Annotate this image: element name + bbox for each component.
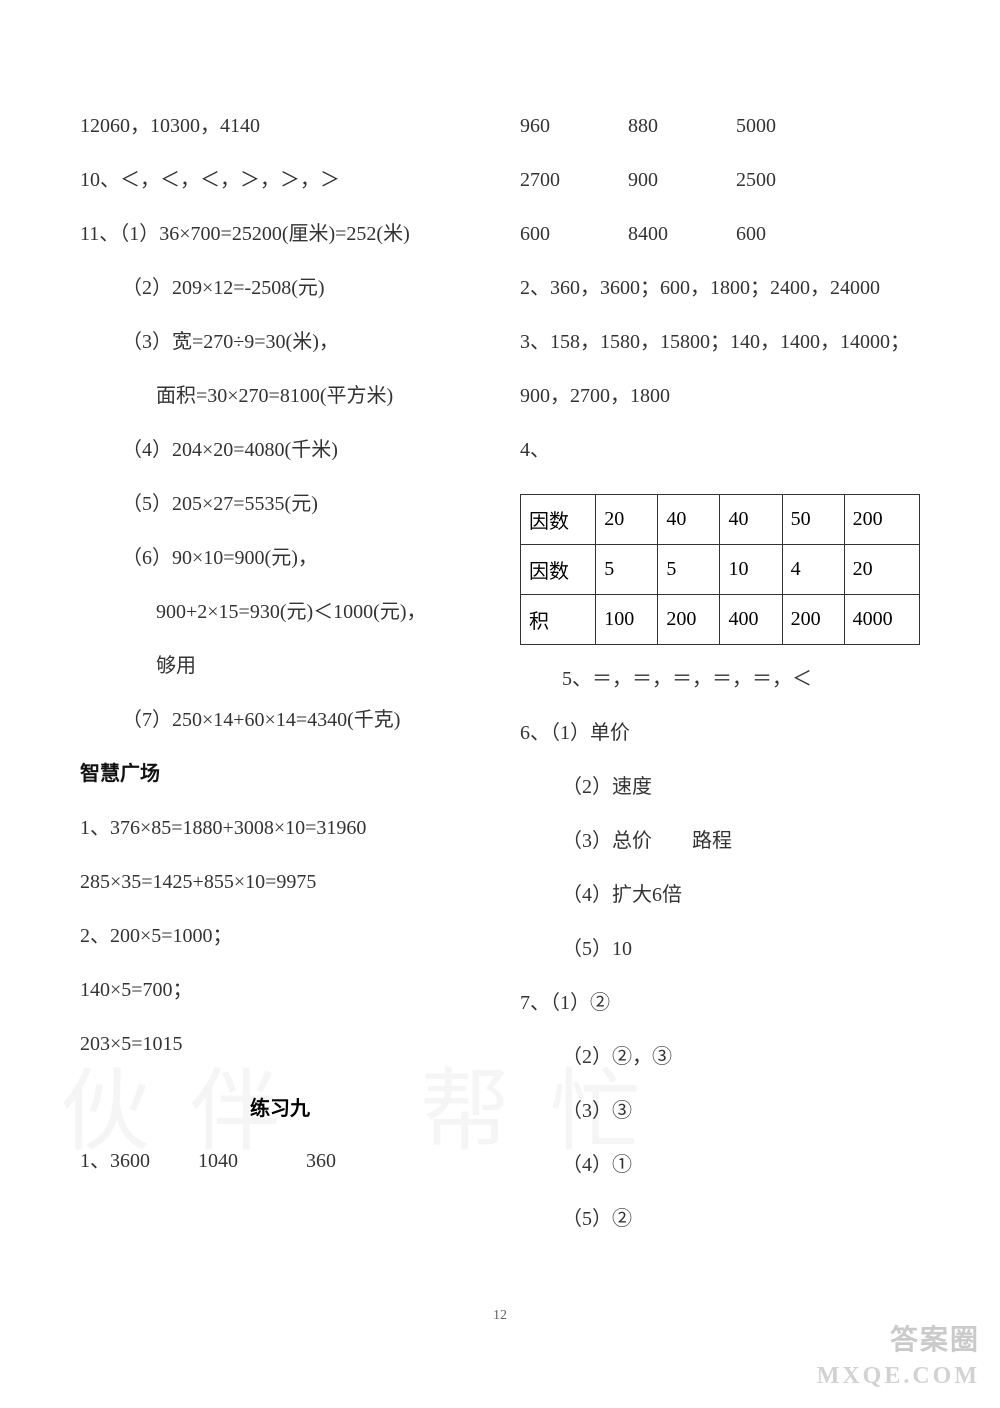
text-line: （5）205×27=5535(元) bbox=[80, 488, 480, 520]
table-cell: 因数 bbox=[521, 545, 596, 595]
table-row: 因数 20 40 40 50 200 bbox=[521, 495, 920, 545]
number-row: 960 880 5000 bbox=[520, 110, 920, 142]
text-line: 10、＜，＜，＜，＞，＞，＞ bbox=[80, 164, 480, 196]
table-cell: 积 bbox=[521, 595, 596, 645]
table-cell: 5 bbox=[596, 545, 658, 595]
text-line: 900+2×15=930(元)＜1000(元)， bbox=[80, 596, 480, 628]
page-content: 12060，10300，4140 10、＜，＜，＜，＞，＞，＞ 11、（1）36… bbox=[0, 0, 1000, 1317]
table-row: 因数 5 5 10 4 20 bbox=[521, 545, 920, 595]
table-cell: 20 bbox=[844, 545, 919, 595]
value: 880 bbox=[628, 110, 688, 142]
value: 8400 bbox=[628, 218, 688, 250]
value: 600 bbox=[736, 218, 796, 250]
number-row: 2700 900 2500 bbox=[520, 164, 920, 196]
table-cell: 100 bbox=[596, 595, 658, 645]
text-line: （5）② bbox=[520, 1203, 920, 1235]
number-row: 600 8400 600 bbox=[520, 218, 920, 250]
value: 2700 bbox=[520, 164, 580, 196]
page-number: 12 bbox=[0, 1308, 1000, 1324]
value: 900 bbox=[628, 164, 688, 196]
table-cell: 50 bbox=[782, 495, 844, 545]
text-line: （6）90×10=900(元)， bbox=[80, 542, 480, 574]
text-line: 900，2700，1800 bbox=[520, 380, 920, 412]
text-line: 够用 bbox=[80, 650, 480, 682]
table-cell: 200 bbox=[782, 595, 844, 645]
text-line: （4）① bbox=[520, 1149, 920, 1181]
table-cell: 4 bbox=[782, 545, 844, 595]
text-line: （4）204×20=4080(千米) bbox=[80, 434, 480, 466]
table-row: 积 100 200 400 200 4000 bbox=[521, 595, 920, 645]
text-line: 2、360，3600；600，1800；2400，24000 bbox=[520, 272, 920, 304]
text-line: （7）250×14+60×14=4340(千克) bbox=[80, 704, 480, 736]
text-line: 4、 bbox=[520, 434, 920, 466]
text-line: 2、200×5=1000； bbox=[80, 920, 480, 952]
text-line: （4）扩大6倍 bbox=[520, 879, 920, 911]
value: 5000 bbox=[736, 110, 796, 142]
text-line: （2）②，③ bbox=[520, 1041, 920, 1073]
text-line: 12060，10300，4140 bbox=[80, 110, 480, 142]
table-cell: 40 bbox=[658, 495, 720, 545]
text-line: 3、158，1580，15800；140，1400，14000； bbox=[520, 326, 920, 358]
text-line: 7、（1）② bbox=[520, 987, 920, 1019]
table-cell: 40 bbox=[720, 495, 782, 545]
text-line: （3）③ bbox=[520, 1095, 920, 1127]
text-line: （3）总价 路程 bbox=[520, 825, 920, 857]
text-line: （2）速度 bbox=[520, 771, 920, 803]
value: 1040 bbox=[198, 1145, 258, 1177]
table-cell: 20 bbox=[596, 495, 658, 545]
value: 960 bbox=[520, 110, 580, 142]
value: 360 bbox=[306, 1145, 366, 1177]
text-line: 285×35=1425+855×10=9975 bbox=[80, 866, 480, 898]
site-url: MXQE.COM bbox=[817, 1363, 980, 1390]
table-cell: 400 bbox=[720, 595, 782, 645]
text-line: （5）10 bbox=[520, 933, 920, 965]
exercise-title: 练习九 bbox=[80, 1092, 480, 1121]
text-line: （3）宽=270÷9=30(米)， bbox=[80, 326, 480, 358]
table-cell: 200 bbox=[844, 495, 919, 545]
text-line: 140×5=700； bbox=[80, 974, 480, 1006]
left-column: 12060，10300，4140 10、＜，＜，＜，＞，＞，＞ 11、（1）36… bbox=[80, 110, 480, 1257]
section-heading: 智慧广场 bbox=[80, 758, 480, 790]
text-line: （2）209×12=-2508(元) bbox=[80, 272, 480, 304]
table-cell: 10 bbox=[720, 545, 782, 595]
value: 600 bbox=[520, 218, 580, 250]
table-cell: 200 bbox=[658, 595, 720, 645]
site-badge: 答案圈 bbox=[890, 1318, 980, 1358]
value: 2500 bbox=[736, 164, 796, 196]
table-cell: 4000 bbox=[844, 595, 919, 645]
text-line: 11、（1）36×700=25200(厘米)=252(米) bbox=[80, 218, 480, 250]
right-column: 960 880 5000 2700 900 2500 600 8400 600 … bbox=[520, 110, 920, 1257]
text-line: 203×5=1015 bbox=[80, 1028, 480, 1060]
number-row: 1、3600 1040 360 bbox=[80, 1145, 480, 1177]
value: 1、3600 bbox=[80, 1145, 150, 1177]
text-line: 6、（1）单价 bbox=[520, 717, 920, 749]
factor-table: 因数 20 40 40 50 200 因数 5 5 10 4 20 积 100 … bbox=[520, 494, 920, 645]
table-cell: 因数 bbox=[521, 495, 596, 545]
text-line: 1、376×85=1880+3008×10=31960 bbox=[80, 812, 480, 844]
text-line: 面积=30×270=8100(平方米) bbox=[80, 380, 480, 412]
table-cell: 5 bbox=[658, 545, 720, 595]
text-line: 5、＝，＝，＝，＝，＝，＜ bbox=[520, 663, 920, 695]
